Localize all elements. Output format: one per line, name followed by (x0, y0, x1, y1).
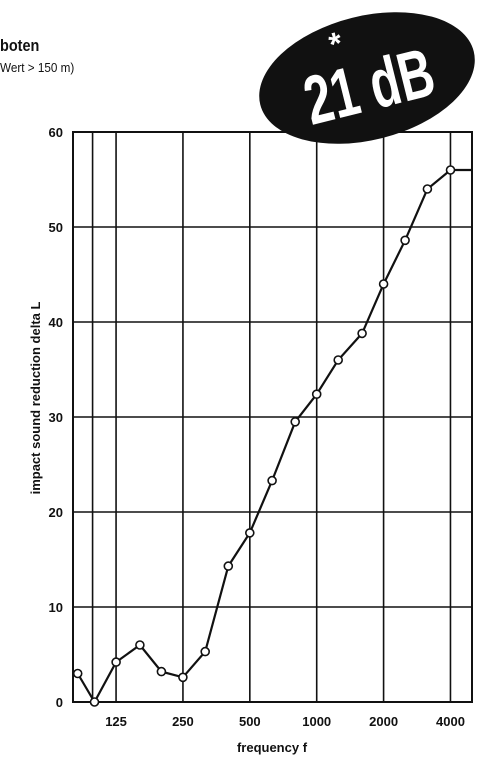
data-point (178, 672, 188, 683)
data-point (245, 528, 255, 538)
data-point (311, 389, 322, 400)
y-tick-label: 40 (49, 315, 63, 330)
y-tick-label: 30 (49, 410, 63, 425)
y-tick-label: 20 (49, 505, 63, 520)
data-point (378, 279, 389, 289)
data-point (223, 561, 234, 571)
data-point (267, 475, 277, 486)
y-tick-label: 50 (49, 220, 63, 235)
data-point (333, 355, 344, 365)
data-point (72, 668, 83, 679)
data-point (111, 657, 121, 667)
x-tick-label: 2000 (369, 714, 398, 729)
x-axis-label: frequency f (237, 740, 308, 755)
y-tick-label: 10 (49, 600, 63, 615)
data-point (156, 666, 167, 677)
data-point (422, 184, 433, 194)
x-tick-label: 250 (172, 714, 194, 729)
data-point (357, 328, 367, 339)
x-tick-label: 1000 (302, 714, 331, 729)
x-tick-label: 500 (239, 714, 261, 729)
y-tick-label: 60 (49, 125, 63, 140)
y-tick-label: 0 (56, 695, 63, 710)
x-tick-label: 4000 (436, 714, 465, 729)
chart-series (72, 165, 472, 707)
data-point (89, 697, 100, 707)
series-line (76, 168, 472, 705)
data-point (135, 640, 145, 650)
noise-reduction-badge: * 21 dB (259, 12, 475, 144)
chart-ticks: 0 10 20 30 40 50 60 125 250 500 1000 2000 4000 (49, 125, 465, 729)
x-tick-label: 125 (105, 714, 127, 729)
page-title: boten (0, 36, 40, 55)
data-point (200, 646, 210, 657)
page-subtitle: Wert > 150 m) (0, 60, 75, 75)
chart-grid (72, 131, 473, 703)
y-axis-label: impact sound reduction delta L (28, 302, 43, 495)
data-point (445, 165, 456, 175)
badge-shape (259, 12, 475, 144)
data-point (290, 416, 301, 427)
data-point (400, 235, 410, 246)
